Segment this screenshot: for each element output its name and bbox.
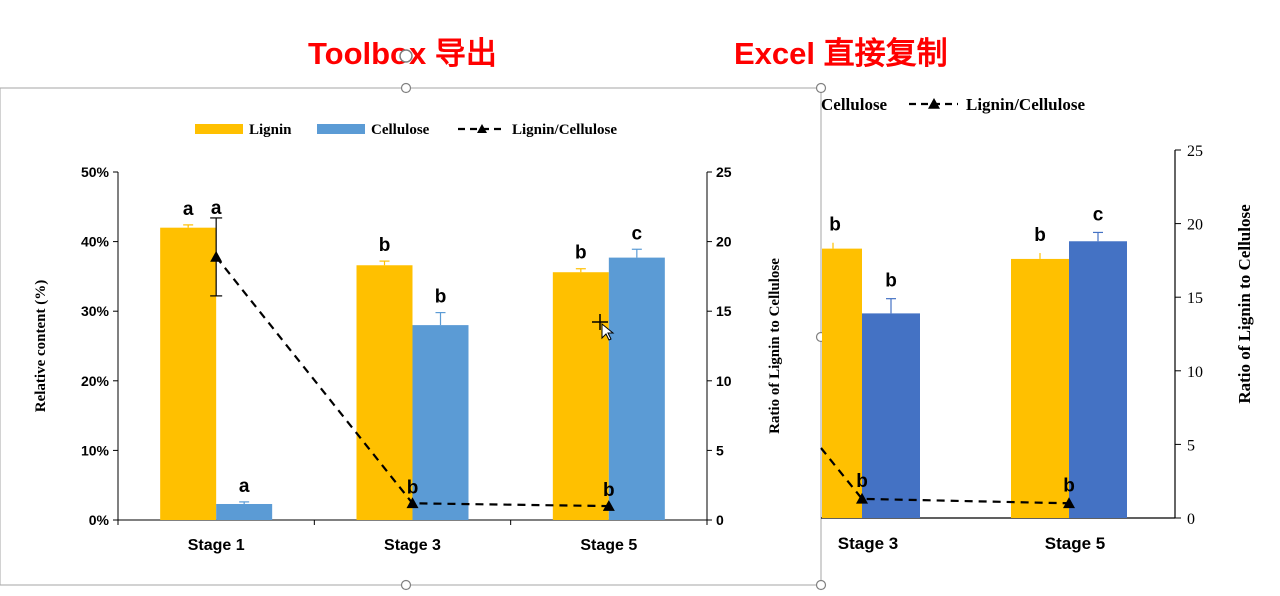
resize-handle <box>400 82 412 94</box>
legend-label-ratio: Lignin/Cellulose <box>966 95 1085 114</box>
bar-lignin <box>1011 258 1069 518</box>
y2-tick-label: 0 <box>1187 511 1195 528</box>
sig-label-lignin: b <box>1034 225 1046 246</box>
y2-axis-title: Ratio of Lignin to Cellulose <box>767 258 783 434</box>
y-tick-label: 40% <box>81 234 110 250</box>
x-tick-label: Stage 3 <box>838 534 898 553</box>
rotate-handle <box>399 49 413 63</box>
y2-tick-label: 5 <box>1187 437 1195 454</box>
bar-lignin <box>356 265 413 520</box>
sig-label-ratio: b <box>856 471 868 492</box>
legend-label-cellulose: Cellulose <box>371 122 430 138</box>
y2-tick-label: 20 <box>1187 217 1203 234</box>
x-tick-label: Stage 5 <box>580 537 637 554</box>
resize-handle <box>815 82 827 94</box>
excel-copy-heading: Excel 直接复制 <box>734 36 948 71</box>
bar-cellulose <box>412 325 469 520</box>
bar-lignin <box>552 272 609 520</box>
legend-swatch-cellulose <box>317 124 365 134</box>
x-tick-label: Stage 1 <box>188 537 245 554</box>
sig-label-cellulose: c <box>632 223 643 244</box>
y2-tick-label: 25 <box>1187 143 1203 160</box>
right-chart: 0 5 10 15 20 25 Ratio of Lignin to Cellulose b b… <box>820 95 1254 553</box>
bar-cellulose <box>608 257 665 520</box>
bar-cellulose <box>862 313 920 518</box>
ratio-point <box>406 497 419 509</box>
x-tick-label: Stage 5 <box>1045 534 1105 553</box>
x-tick-label: Stage 3 <box>384 537 441 554</box>
y2-tick-label: 15 <box>716 303 732 319</box>
y2-tick-label: 5 <box>716 442 724 458</box>
y-tick-label: 0% <box>89 512 110 528</box>
y2-tick-label: 10 <box>1187 364 1203 381</box>
sig-label-lignin: b <box>575 243 587 264</box>
y2-tick-label: 15 <box>1187 290 1203 307</box>
y2-tick-label: 20 <box>716 234 732 250</box>
resize-handle <box>815 579 827 591</box>
bar-cellulose <box>216 503 273 520</box>
legend-label-ratio: Lignin/Cellulose <box>512 122 617 138</box>
sig-label-ratio: a <box>211 198 222 219</box>
y-tick-label: 30% <box>81 303 110 319</box>
sig-label-lignin: b <box>829 215 841 236</box>
resize-handle <box>400 579 412 591</box>
y-tick-label: 50% <box>81 164 110 180</box>
sig-label-ratio: b <box>407 477 419 498</box>
legend-marker-ratio <box>477 124 487 133</box>
ratio-point <box>602 500 615 511</box>
y2-tick-label: 0 <box>716 512 724 528</box>
sig-label-cellulose: b <box>435 287 447 308</box>
legend-marker-ratio <box>928 98 940 109</box>
y2-axis-title: Ratio of Lignin to Cellulose <box>1235 204 1254 404</box>
sig-label-lignin: a <box>183 199 194 220</box>
sig-label-lignin: b <box>379 235 391 256</box>
ratio-point <box>856 492 868 504</box>
move-cursor-icon <box>592 314 615 341</box>
legend-label-cellulose: Cellulose <box>821 95 888 114</box>
legend-label-lignin: Lignin <box>249 122 292 138</box>
y-tick-label: 20% <box>81 373 110 389</box>
sig-label-ratio: b <box>603 480 615 501</box>
y-axis-title: Relative content (%) <box>33 280 49 412</box>
sig-label-cellulose: c <box>1093 204 1104 225</box>
sig-label-cellulose: a <box>239 476 250 497</box>
bar-cellulose <box>1069 241 1127 518</box>
y2-tick-label: 25 <box>716 164 732 180</box>
ratio-point <box>1063 497 1075 509</box>
y-tick-label: 10% <box>81 442 110 458</box>
sig-label-ratio: b <box>1063 475 1075 496</box>
ratio-line <box>820 447 1070 505</box>
y2-tick-label: 10 <box>716 373 732 389</box>
bar-lignin <box>160 227 217 520</box>
sig-label-cellulose: b <box>885 271 897 292</box>
ratio-point <box>210 250 223 262</box>
legend-swatch-lignin <box>195 124 243 134</box>
left-chart: 0% 10% 20% 30% 40% 50% 0 5 10 15 20 25 Relative cont… <box>0 49 827 591</box>
